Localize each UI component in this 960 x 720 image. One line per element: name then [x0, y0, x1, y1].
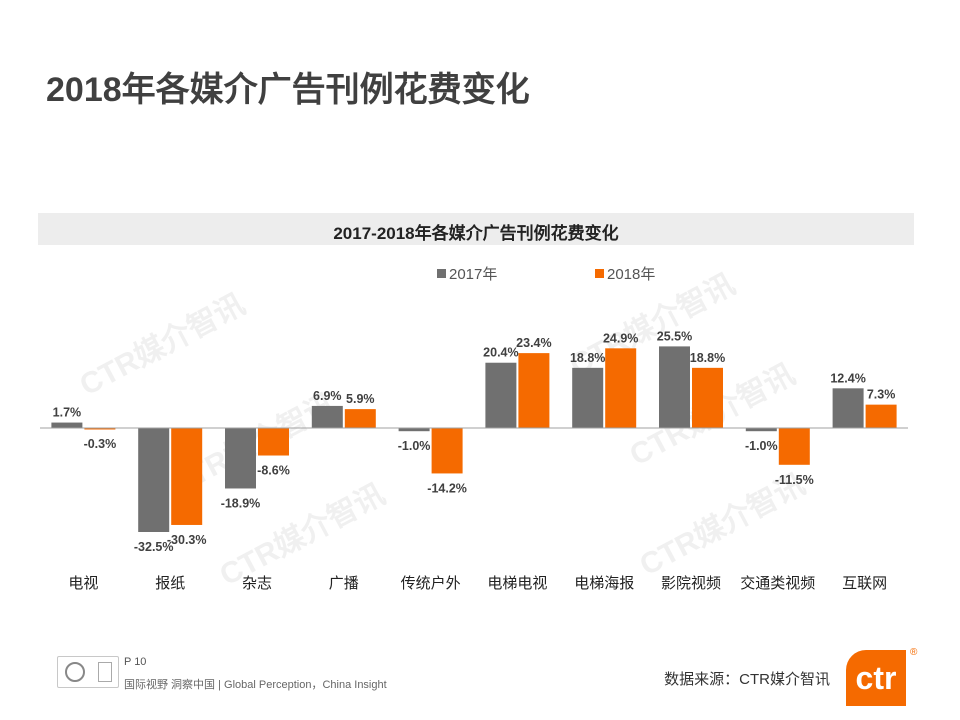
data-label: -0.3%: [84, 437, 117, 451]
category-label: 电梯海报: [574, 574, 634, 592]
data-label: -11.5%: [775, 473, 814, 487]
bar-2017: [51, 422, 83, 428]
bar-2017: [311, 405, 343, 428]
certification-mark-icon: [97, 662, 112, 682]
bar-2017: [659, 346, 690, 428]
page-title: 2018年各媒介广告刊例花费变化: [46, 71, 530, 109]
data-label: -32.5%: [134, 540, 174, 554]
category-label: 交通类视频: [740, 574, 815, 592]
data-label: -14.2%: [427, 481, 467, 495]
bar-2018: [84, 428, 116, 430]
data-label: 18.8%: [570, 351, 605, 365]
data-label: 25.5%: [657, 329, 692, 343]
chart-title-band: 2017-2018年各媒介广告刊例花费变化: [38, 213, 914, 245]
data-label: 23.4%: [516, 336, 551, 350]
category-label: 互联网: [842, 574, 887, 592]
category-label: 电视: [68, 574, 98, 592]
bar-2018: [344, 409, 376, 428]
category-label: 传统户外: [401, 574, 461, 592]
registered-mark: ®: [910, 647, 918, 658]
data-label: 7.3%: [867, 388, 896, 402]
data-label: 24.9%: [603, 331, 638, 345]
bar-2017: [485, 362, 517, 428]
bar-2018: [518, 353, 550, 428]
chart-legend: 2017年 2018年: [0, 263, 960, 283]
data-label: 5.9%: [346, 392, 375, 406]
data-label: 6.9%: [313, 389, 342, 403]
bar-2017: [572, 367, 604, 428]
ctr-logo: ctr: [846, 650, 906, 706]
bar-2018: [258, 428, 289, 456]
bar-2017: [225, 428, 256, 489]
bar-2018: [171, 428, 203, 525]
category-label: 影院视频: [661, 574, 721, 592]
data-label: 18.8%: [690, 351, 725, 365]
legend-label-2017: 2017年: [449, 266, 498, 283]
certification-seal-icon: [64, 662, 85, 682]
source-note: 数据来源：CTR媒介智讯: [664, 671, 830, 688]
bar-2018: [692, 367, 723, 428]
chart-title: 2017-2018年各媒介广告刊例花费变化: [333, 224, 619, 243]
data-label: -1.0%: [398, 439, 431, 453]
bar-chart: 1.7% -0.3% 电视 -32.5%-30.3% 报纸 -18.9% -8.6% 杂志 6.…: [40, 329, 908, 592]
legend-label-2018: 2018年: [607, 266, 656, 283]
data-label: -8.6%: [257, 464, 290, 478]
footer-tagline: 国际视野 洞察中国 | Global Perception，China Insi…: [124, 679, 387, 691]
data-label: -30.3%: [167, 533, 207, 547]
bar-2018: [865, 404, 897, 428]
category-label: 广播: [329, 574, 359, 592]
legend-item-2018: 2018年: [595, 263, 655, 284]
legend-item-2017: 2017年: [437, 263, 497, 284]
data-label: -1.0%: [745, 439, 778, 453]
certification-logo: [57, 656, 119, 688]
data-label: 20.4%: [483, 346, 518, 360]
category-label: 电梯电视: [487, 574, 547, 592]
legend-swatch-2018: [595, 269, 604, 278]
data-label: 12.4%: [830, 371, 865, 385]
category-label: 报纸: [155, 574, 185, 592]
category-label: 杂志: [242, 574, 272, 592]
bar-2017: [832, 388, 864, 428]
bar-2017: [745, 428, 777, 432]
bar-2017: [398, 428, 430, 432]
legend-swatch-2017: [437, 269, 446, 278]
page-number: P 10: [124, 656, 147, 668]
data-label: -18.9%: [221, 496, 261, 510]
bar-2018: [778, 428, 810, 465]
data-label: 1.7%: [53, 406, 82, 420]
bar-2017: [138, 428, 170, 532]
bar-2018: [431, 428, 463, 474]
bar-2018: [605, 348, 637, 428]
